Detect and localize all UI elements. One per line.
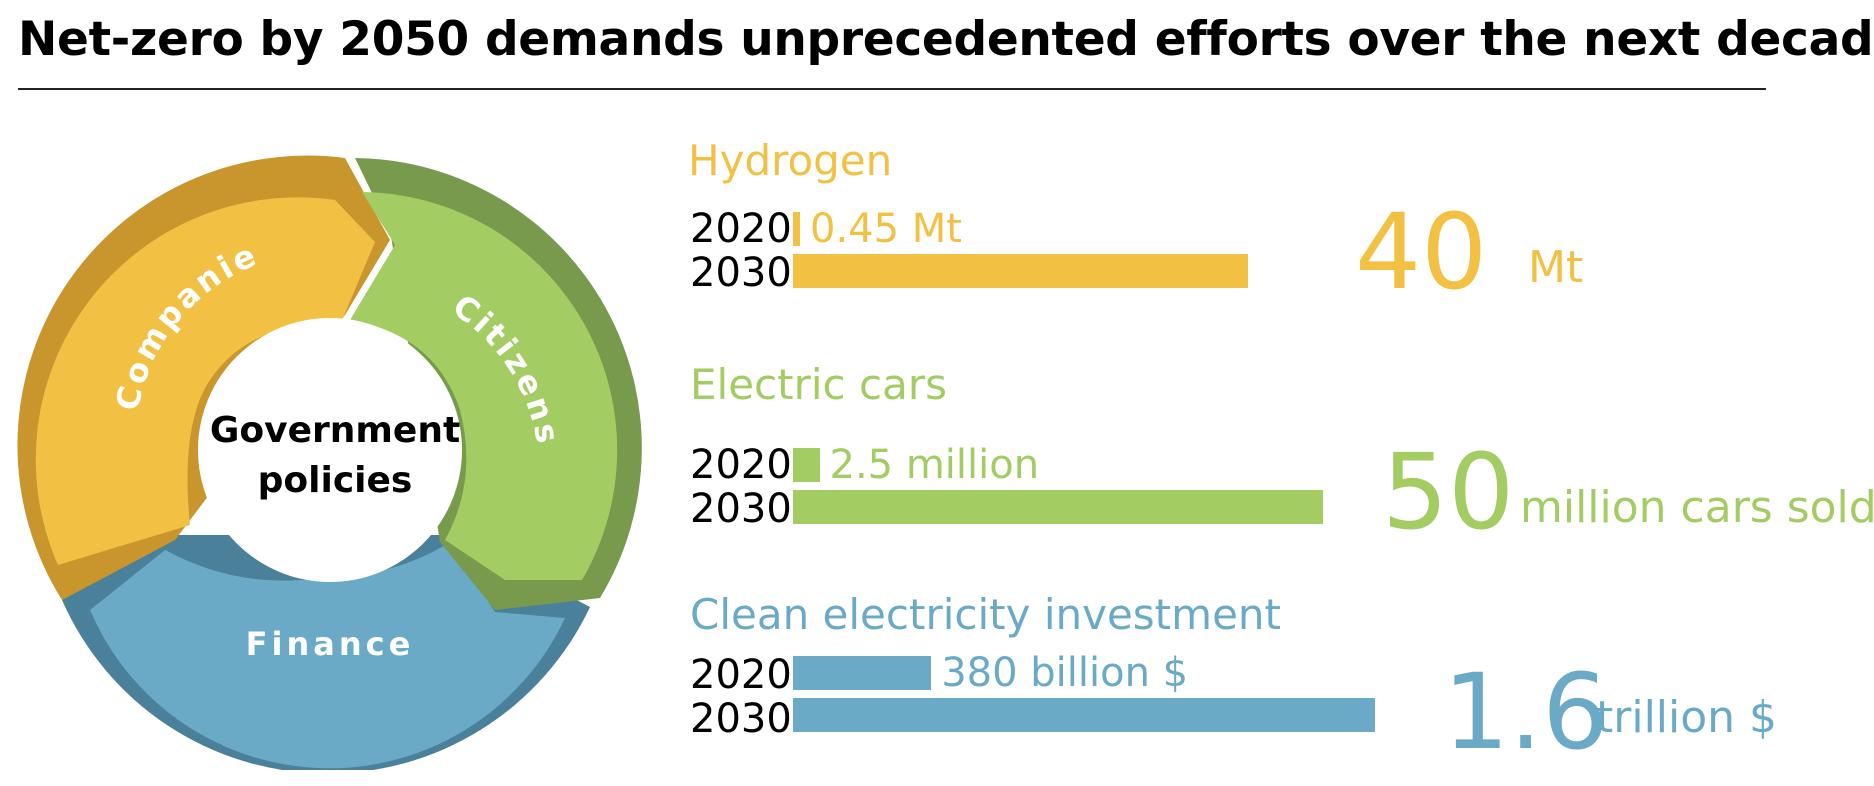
- finance-segment: [90, 542, 565, 769]
- hydrogen-year-2020: 2020: [690, 206, 792, 252]
- page-title: Net-zero by 2050 demands unprecedented e…: [18, 12, 1874, 67]
- electric-year-2020: 2020: [690, 442, 792, 488]
- clean-target-unit: trillion $: [1596, 692, 1778, 743]
- hydrogen-target-unit: Mt: [1528, 242, 1584, 293]
- title-divider: [18, 88, 1766, 90]
- clean-year-2030: 2030: [690, 696, 792, 742]
- center-label-line1: Government: [210, 410, 460, 451]
- companies-segment: [35, 197, 375, 565]
- finance-label: Finance: [246, 625, 415, 663]
- electric-bar-2030: [793, 490, 1323, 524]
- hydrogen-bar-2030: [793, 254, 1248, 288]
- hydrogen-bar-2020: [793, 212, 800, 246]
- clean-electricity-title: Clean electricity investment: [690, 590, 1281, 639]
- clean-bar-2020: [793, 656, 932, 690]
- electric-target-unit: million cars sold: [1520, 482, 1874, 533]
- center-label-line2: policies: [258, 460, 413, 501]
- electric-year-2030: 2030: [690, 486, 792, 532]
- hydrogen-title: Hydrogen: [688, 136, 893, 185]
- hydrogen-year-2030: 2030: [690, 250, 792, 296]
- hydrogen-target-value: 40: [1355, 191, 1488, 313]
- clean-year-2020: 2020: [690, 652, 792, 698]
- clean-bar-2030: [793, 698, 1375, 732]
- clean-value-label-2020: 380 billion $: [941, 650, 1189, 696]
- electric-value-label-2020: 2.5 million: [829, 442, 1040, 488]
- clean-target-value: 1.6: [1443, 651, 1609, 773]
- policy-cycle-diagram: Government policies Companies Citizens F…: [0, 110, 642, 770]
- hydrogen-value-label-2020: 0.45 Mt: [810, 206, 962, 252]
- citizens-segment: [350, 192, 618, 580]
- center-circle: [198, 318, 462, 582]
- electric-cars-title: Electric cars: [690, 360, 947, 409]
- electric-bar-2020: [793, 448, 820, 482]
- electric-target-value: 50: [1382, 431, 1515, 553]
